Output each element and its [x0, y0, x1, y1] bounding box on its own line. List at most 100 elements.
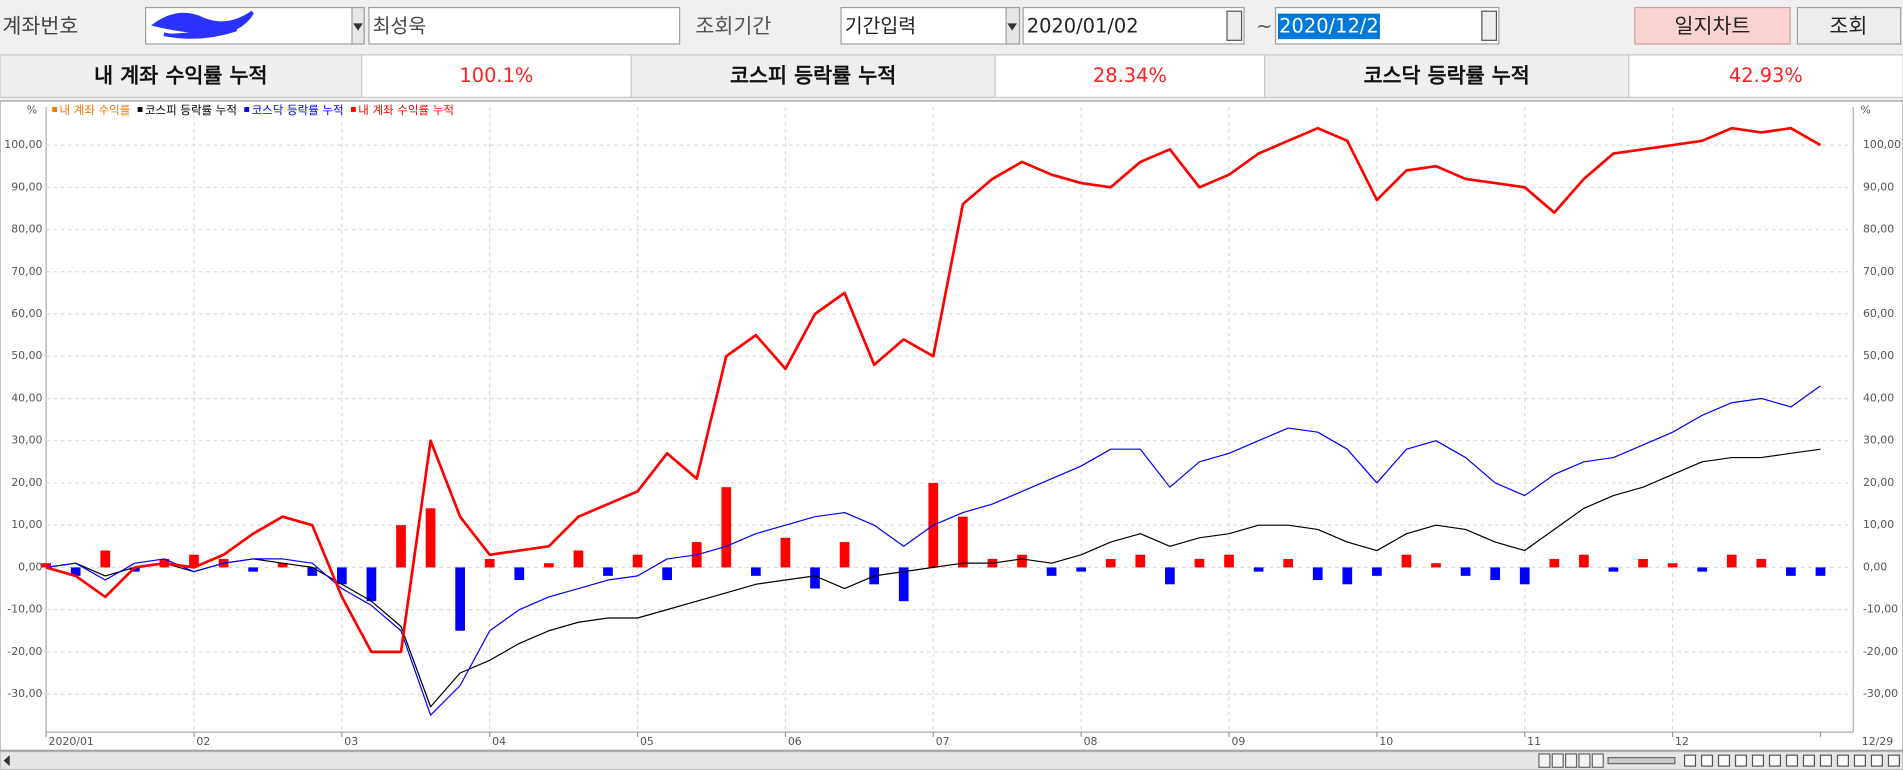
- bar: [1460, 567, 1471, 576]
- x-tick-label: 07: [936, 735, 950, 748]
- bar: [1194, 558, 1205, 568]
- bar: [1165, 567, 1175, 585]
- x-tick-label: 09: [1231, 735, 1245, 748]
- legend-label: 코스닥 등락률 누적: [252, 103, 344, 117]
- tool-button[interactable]: [1700, 754, 1714, 767]
- bar: [1549, 558, 1560, 568]
- tool-button[interactable]: [1802, 754, 1816, 767]
- bar: [514, 567, 525, 581]
- bar: [1697, 567, 1708, 572]
- tool-button[interactable]: [1887, 754, 1900, 767]
- dropdown-arrow: [353, 23, 363, 31]
- bar: [810, 567, 820, 589]
- tool-button[interactable]: [1717, 754, 1731, 767]
- tool-button[interactable]: [1853, 754, 1866, 767]
- query-button-label: 조회: [1829, 14, 1867, 38]
- y-tick-label-right: 0,00: [1863, 560, 1887, 573]
- x-tick-label: 04: [492, 735, 506, 748]
- tool-button[interactable]: [1751, 754, 1765, 767]
- legend-label: 코스피 등락률 누적: [145, 103, 237, 117]
- bar: [1283, 558, 1294, 568]
- bar: [1135, 554, 1146, 568]
- y-tick-label-right: 20,00: [1863, 476, 1894, 489]
- y-tick-label-right: 40,00: [1863, 391, 1894, 404]
- bar: [721, 487, 732, 568]
- x-tick-label: 10: [1379, 735, 1393, 748]
- bar: [41, 563, 51, 568]
- account-label: 계좌번호: [2, 14, 78, 38]
- y-tick-label: 90,00: [11, 180, 42, 193]
- y-tick-label-right: -30,00: [1863, 687, 1898, 700]
- bar: [1726, 554, 1737, 568]
- y-tick-label: -30,00: [7, 687, 42, 700]
- summary-label: 내 계좌 수익률 누적: [94, 64, 267, 88]
- bar: [425, 508, 436, 568]
- start-date-input[interactable]: [1022, 6, 1245, 45]
- nav-button[interactable]: [1578, 753, 1591, 768]
- tool-button[interactable]: [1683, 754, 1697, 767]
- bar: [1312, 567, 1323, 581]
- query-button[interactable]: [1796, 6, 1902, 45]
- tool-button[interactable]: [1734, 754, 1748, 767]
- bar: [70, 567, 81, 576]
- bar: [366, 567, 377, 602]
- y-tick-label-right: -20,00: [1863, 645, 1898, 658]
- bar: [1046, 567, 1057, 576]
- bar: [1253, 567, 1264, 572]
- bar: [1786, 567, 1796, 576]
- y-tick-label-right: 90,00: [1863, 180, 1894, 193]
- start-date-picker[interactable]: [1226, 10, 1243, 41]
- bar: [189, 554, 199, 568]
- y-tick-label: -20,00: [7, 645, 42, 658]
- x-tick-label: 02: [196, 735, 210, 748]
- bar: [780, 537, 791, 568]
- bar: [662, 567, 672, 581]
- bar: [543, 563, 554, 568]
- bar: [100, 550, 111, 568]
- bar: [1579, 554, 1589, 568]
- nav-button[interactable]: [1591, 753, 1604, 768]
- line: [46, 385, 1821, 716]
- y-tick-label: 20,00: [11, 476, 42, 489]
- y-tick-label-right: 10,00: [1863, 518, 1894, 531]
- name-input[interactable]: [368, 6, 681, 45]
- x-tick-label: 11: [1527, 735, 1541, 748]
- y-tick-label: 30,00: [11, 434, 42, 447]
- summary-value-cell: [361, 54, 632, 98]
- chart-area: [0, 100, 1903, 751]
- bar: [1372, 567, 1382, 576]
- bar: [396, 525, 406, 568]
- nav-button[interactable]: [1551, 753, 1564, 768]
- tool-button[interactable]: [1836, 754, 1849, 767]
- nav-button[interactable]: [1538, 753, 1551, 768]
- y-tick-label: 70,00: [11, 265, 42, 278]
- chart-button[interactable]: [1634, 6, 1791, 45]
- summary-value: 42.93%: [1729, 64, 1803, 87]
- period-select[interactable]: [840, 6, 1021, 45]
- y-tick-label-right: 80,00: [1863, 223, 1894, 236]
- scroll-left[interactable]: [3, 755, 10, 767]
- chart-button-label: 일지차트: [1675, 14, 1751, 38]
- legend-swatch: [137, 107, 143, 112]
- x-tick-label: 05: [640, 735, 654, 748]
- x-tick-label: 03: [344, 735, 358, 748]
- x-tick-label: 2020/01: [49, 735, 94, 748]
- dropdown-arrow: [1007, 23, 1018, 31]
- y-tick-label-right: 60,00: [1863, 307, 1894, 320]
- tool-button[interactable]: [1785, 754, 1799, 767]
- bar: [1519, 567, 1530, 585]
- bar: [1667, 563, 1678, 568]
- nav-button[interactable]: [1564, 753, 1578, 768]
- tool-button[interactable]: [1768, 754, 1782, 767]
- y-tick-label-right: 30,00: [1863, 434, 1894, 447]
- end-date-picker[interactable]: [1481, 10, 1498, 41]
- x-tick-label: 12: [1675, 735, 1689, 748]
- zoom-slider[interactable]: [1607, 756, 1676, 765]
- tool-button[interactable]: [1819, 754, 1833, 767]
- bar: [129, 567, 140, 572]
- tool-button[interactable]: [1870, 754, 1883, 767]
- bar: [573, 550, 584, 568]
- legend-swatch: [350, 107, 356, 112]
- period-label: 조회기간: [695, 14, 771, 38]
